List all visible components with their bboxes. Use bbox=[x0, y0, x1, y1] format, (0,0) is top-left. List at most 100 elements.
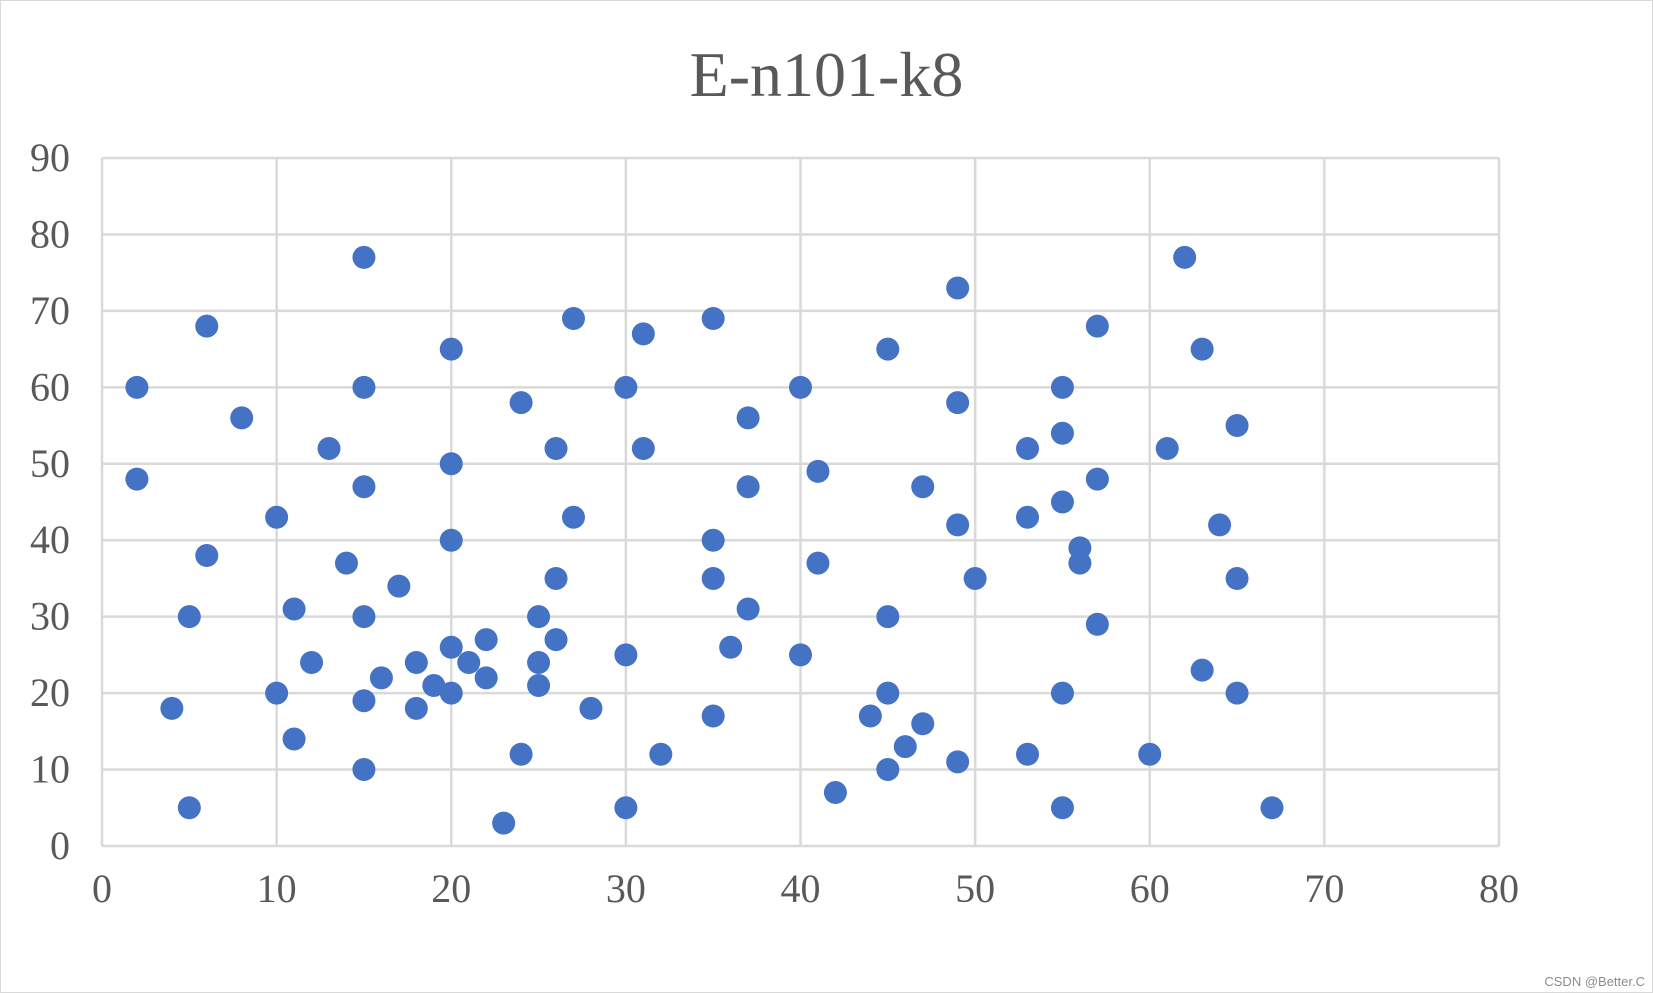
data-point bbox=[1225, 414, 1249, 438]
data-point bbox=[509, 391, 533, 415]
data-point bbox=[946, 391, 970, 415]
data-point bbox=[1050, 796, 1074, 820]
data-point bbox=[527, 605, 551, 629]
data-point bbox=[1050, 490, 1074, 514]
x-tick-label: 40 bbox=[781, 866, 821, 911]
data-point bbox=[701, 566, 725, 590]
data-point bbox=[631, 322, 655, 346]
data-point bbox=[1068, 551, 1092, 575]
data-point bbox=[736, 406, 760, 430]
data-point bbox=[876, 758, 900, 782]
data-point bbox=[544, 628, 568, 652]
data-point bbox=[1260, 796, 1284, 820]
data-point bbox=[736, 597, 760, 621]
y-tick-label: 20 bbox=[30, 670, 70, 715]
y-tick-label: 10 bbox=[30, 747, 70, 792]
x-tick-label: 30 bbox=[606, 866, 646, 911]
data-point bbox=[1225, 566, 1249, 590]
data-point bbox=[195, 544, 219, 568]
data-point bbox=[1016, 505, 1040, 529]
data-point bbox=[457, 651, 481, 675]
data-point bbox=[789, 643, 812, 667]
data-point bbox=[509, 742, 533, 766]
data-point bbox=[160, 696, 184, 720]
x-tick-label: 0 bbox=[92, 866, 112, 911]
data-point bbox=[1050, 681, 1074, 705]
data-point bbox=[579, 696, 603, 720]
data-point bbox=[439, 635, 463, 659]
data-point bbox=[282, 597, 306, 621]
data-point bbox=[893, 735, 917, 759]
data-point bbox=[876, 337, 900, 361]
data-point bbox=[195, 314, 219, 338]
data-point bbox=[439, 452, 463, 476]
data-point bbox=[1155, 436, 1179, 460]
data-point bbox=[1085, 467, 1109, 491]
data-point bbox=[125, 375, 149, 399]
data-point bbox=[334, 551, 358, 575]
y-tick-label: 0 bbox=[50, 823, 70, 868]
x-tick-label: 80 bbox=[1479, 866, 1519, 911]
data-point bbox=[1173, 245, 1197, 269]
data-point bbox=[561, 307, 585, 331]
data-point bbox=[719, 635, 743, 659]
data-point bbox=[736, 475, 760, 499]
data-point bbox=[1016, 436, 1040, 460]
data-point bbox=[282, 727, 306, 751]
data-point bbox=[474, 628, 498, 652]
data-point bbox=[1225, 681, 1249, 705]
data-point bbox=[404, 651, 428, 675]
y-tick-label: 30 bbox=[30, 594, 70, 639]
data-point bbox=[439, 528, 463, 552]
data-point bbox=[614, 796, 638, 820]
data-point bbox=[701, 704, 725, 728]
data-point bbox=[544, 566, 568, 590]
data-point bbox=[125, 467, 149, 491]
data-point bbox=[946, 276, 970, 300]
data-point bbox=[177, 605, 201, 629]
data-point bbox=[701, 307, 725, 331]
data-point bbox=[527, 673, 551, 697]
data-point bbox=[1190, 658, 1214, 682]
data-point bbox=[911, 475, 935, 499]
data-point bbox=[474, 666, 498, 690]
data-point bbox=[946, 513, 970, 537]
data-point bbox=[701, 528, 725, 552]
data-point bbox=[963, 566, 987, 590]
data-point bbox=[1050, 421, 1074, 445]
data-point bbox=[806, 459, 830, 483]
x-tick-label: 50 bbox=[955, 866, 995, 911]
data-point bbox=[561, 505, 585, 529]
data-point bbox=[492, 811, 516, 835]
tick-labels: 0 10 20 30 40 50 60 70 80 0 10 20 30 40 50 60 70 80 90 bbox=[30, 135, 1519, 911]
data-point bbox=[1208, 513, 1232, 537]
data-point bbox=[352, 245, 376, 269]
data-point bbox=[352, 758, 376, 782]
data-point bbox=[946, 750, 970, 774]
data-points bbox=[125, 245, 1284, 835]
data-point bbox=[1016, 742, 1040, 766]
chart-title: E-n101-k8 bbox=[689, 39, 964, 110]
data-point bbox=[911, 712, 935, 736]
data-point bbox=[352, 689, 376, 713]
data-point bbox=[614, 643, 638, 667]
data-point bbox=[1050, 375, 1074, 399]
data-point bbox=[352, 605, 376, 629]
y-tick-label: 50 bbox=[30, 441, 70, 486]
data-point bbox=[439, 337, 463, 361]
data-point bbox=[177, 796, 201, 820]
data-point bbox=[317, 436, 341, 460]
watermark: CSDN @Better.C bbox=[1544, 974, 1645, 989]
data-point bbox=[858, 704, 882, 728]
data-point bbox=[1138, 742, 1162, 766]
data-point bbox=[649, 742, 673, 766]
y-tick-label: 70 bbox=[30, 288, 70, 333]
data-point bbox=[439, 681, 463, 705]
x-tick-label: 10 bbox=[257, 866, 297, 911]
y-tick-label: 40 bbox=[30, 517, 70, 562]
y-tick-label: 80 bbox=[30, 211, 70, 256]
y-tick-label: 60 bbox=[30, 364, 70, 409]
data-point bbox=[404, 696, 428, 720]
data-point bbox=[265, 505, 289, 529]
